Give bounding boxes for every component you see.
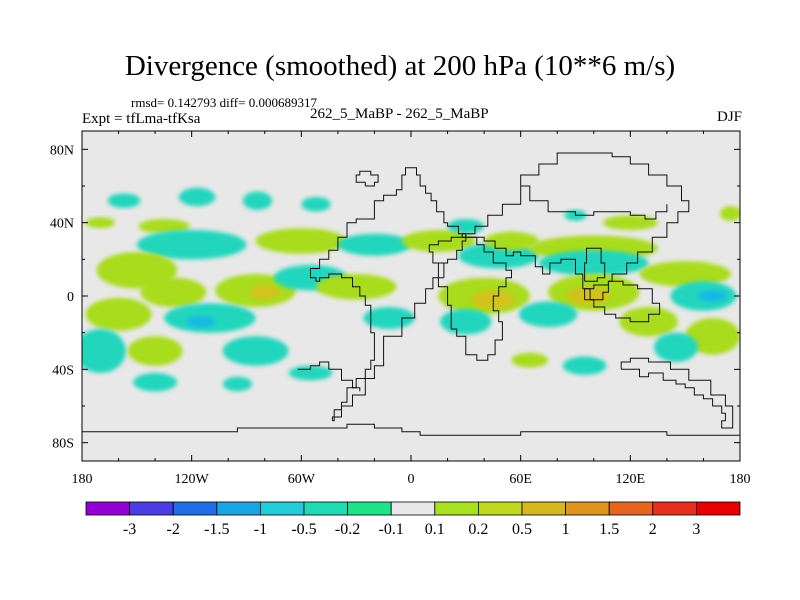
coastline [297,361,361,392]
colorbar-swatch [521,501,566,516]
field-blob [250,285,280,300]
field-blob [82,329,126,373]
plot-frame [81,130,741,462]
field-blob [138,219,190,234]
colorbar-label: 0.2 [468,521,488,538]
colorbar-label: -0.5 [291,521,316,538]
colorbar-swatch [390,501,436,516]
colorbar-label: 1.5 [599,521,619,538]
field-blob [242,191,273,210]
coastline [82,423,740,438]
colorbar-swatch [565,501,610,516]
field-blob [136,230,247,260]
colorbar-swatch [652,501,697,516]
field-blob [698,290,728,302]
land-outline [82,152,740,438]
y-tick-label: 0 [67,290,74,305]
colorbar-label: -0.1 [379,521,404,538]
x-tick-label: 60E [509,472,532,487]
coastline [355,170,379,187]
field-blob [566,286,611,306]
runs-label: 262_5_MaBP - 262_5_MaBP [310,106,489,122]
colorbar-swatch [303,501,348,516]
colorbar-swatch [477,501,523,516]
colorbar-swatch [608,501,654,516]
field-blob [337,233,411,256]
field-blob [562,356,607,375]
chart-title: Divergence (smoothed) at 200 hPa (10**6 … [124,50,676,82]
y-tick-label: 40N [50,217,74,232]
colorbar-swatch [85,501,130,516]
field-blob [96,251,177,289]
divergence-field [82,187,740,392]
field-blob [518,301,578,328]
field-blob [511,352,549,368]
x-tick-label: 0 [408,472,415,487]
y-tick-label: 80N [50,143,74,158]
coastline [584,280,661,323]
stats-label: rmsd= 0.142793 diff= 0.000689317 [131,95,317,110]
field-blob [222,376,252,392]
field-blob [255,228,347,254]
colorbar-label: 2 [649,521,657,538]
colorbar-label: -2 [167,521,180,538]
field-blob [133,373,178,392]
coastline [461,152,690,301]
coastline [310,167,467,422]
field-blob [127,336,183,366]
colorbar-swatch [259,501,305,516]
x-tick-label: 180 [72,472,93,487]
colorbar-swatch [172,501,218,516]
colorbar-swatch [216,501,261,516]
colorbar-swatch [696,501,741,516]
coastline [620,357,734,429]
field-blob [440,308,492,335]
field-blob [719,206,740,221]
colorbar-swatch [347,501,392,516]
axes: 180 120W 60W 0 60E 120E 180 80N 40N 0 40S 80S [50,131,751,487]
field-blob [140,277,207,307]
field-blob [186,316,216,328]
colorbar-label: 1 [562,521,570,538]
experiment-label: Expt = tfLma-tfKsa [82,111,201,127]
field-blob [539,250,649,276]
field-blob [484,231,539,251]
y-tick-label: 40S [52,363,74,378]
field-blob [602,215,658,230]
field-blob [85,217,115,229]
colorbar: -3 -2 -1.5 -1 -0.5 -0.2 -0.1 0.1 0.2 0.5 1 1.5 2 3 [85,501,741,538]
colorbar-label: 0.5 [512,521,532,538]
colorbar-label: -3 [123,521,136,538]
coastline [520,185,668,220]
field-blob [685,318,740,355]
x-tick-label: 120E [616,472,646,487]
field-blob [301,197,331,212]
colorbar-label: -1.5 [204,521,229,538]
coastline [584,247,606,282]
x-tick-label: 180 [730,472,751,487]
y-tick-label: 80S [52,437,74,452]
field-blob [178,187,216,207]
colorbar-swatch [434,501,479,516]
field-blob [85,297,152,331]
field-blob [222,336,289,366]
x-tick-label: 60W [288,472,316,487]
x-tick-label: 120W [175,472,210,487]
colorbar-label: 0.1 [425,521,445,538]
field-blob [107,193,141,208]
colorbar-swatch [129,501,174,516]
coastline [428,236,512,361]
field-blob [639,261,731,287]
colorbar-label: 3 [692,521,700,538]
season-label: DJF [716,109,742,125]
colorbar-label: -0.2 [335,521,360,538]
field-blob [654,332,698,362]
colorbar-label: -1 [254,521,267,538]
